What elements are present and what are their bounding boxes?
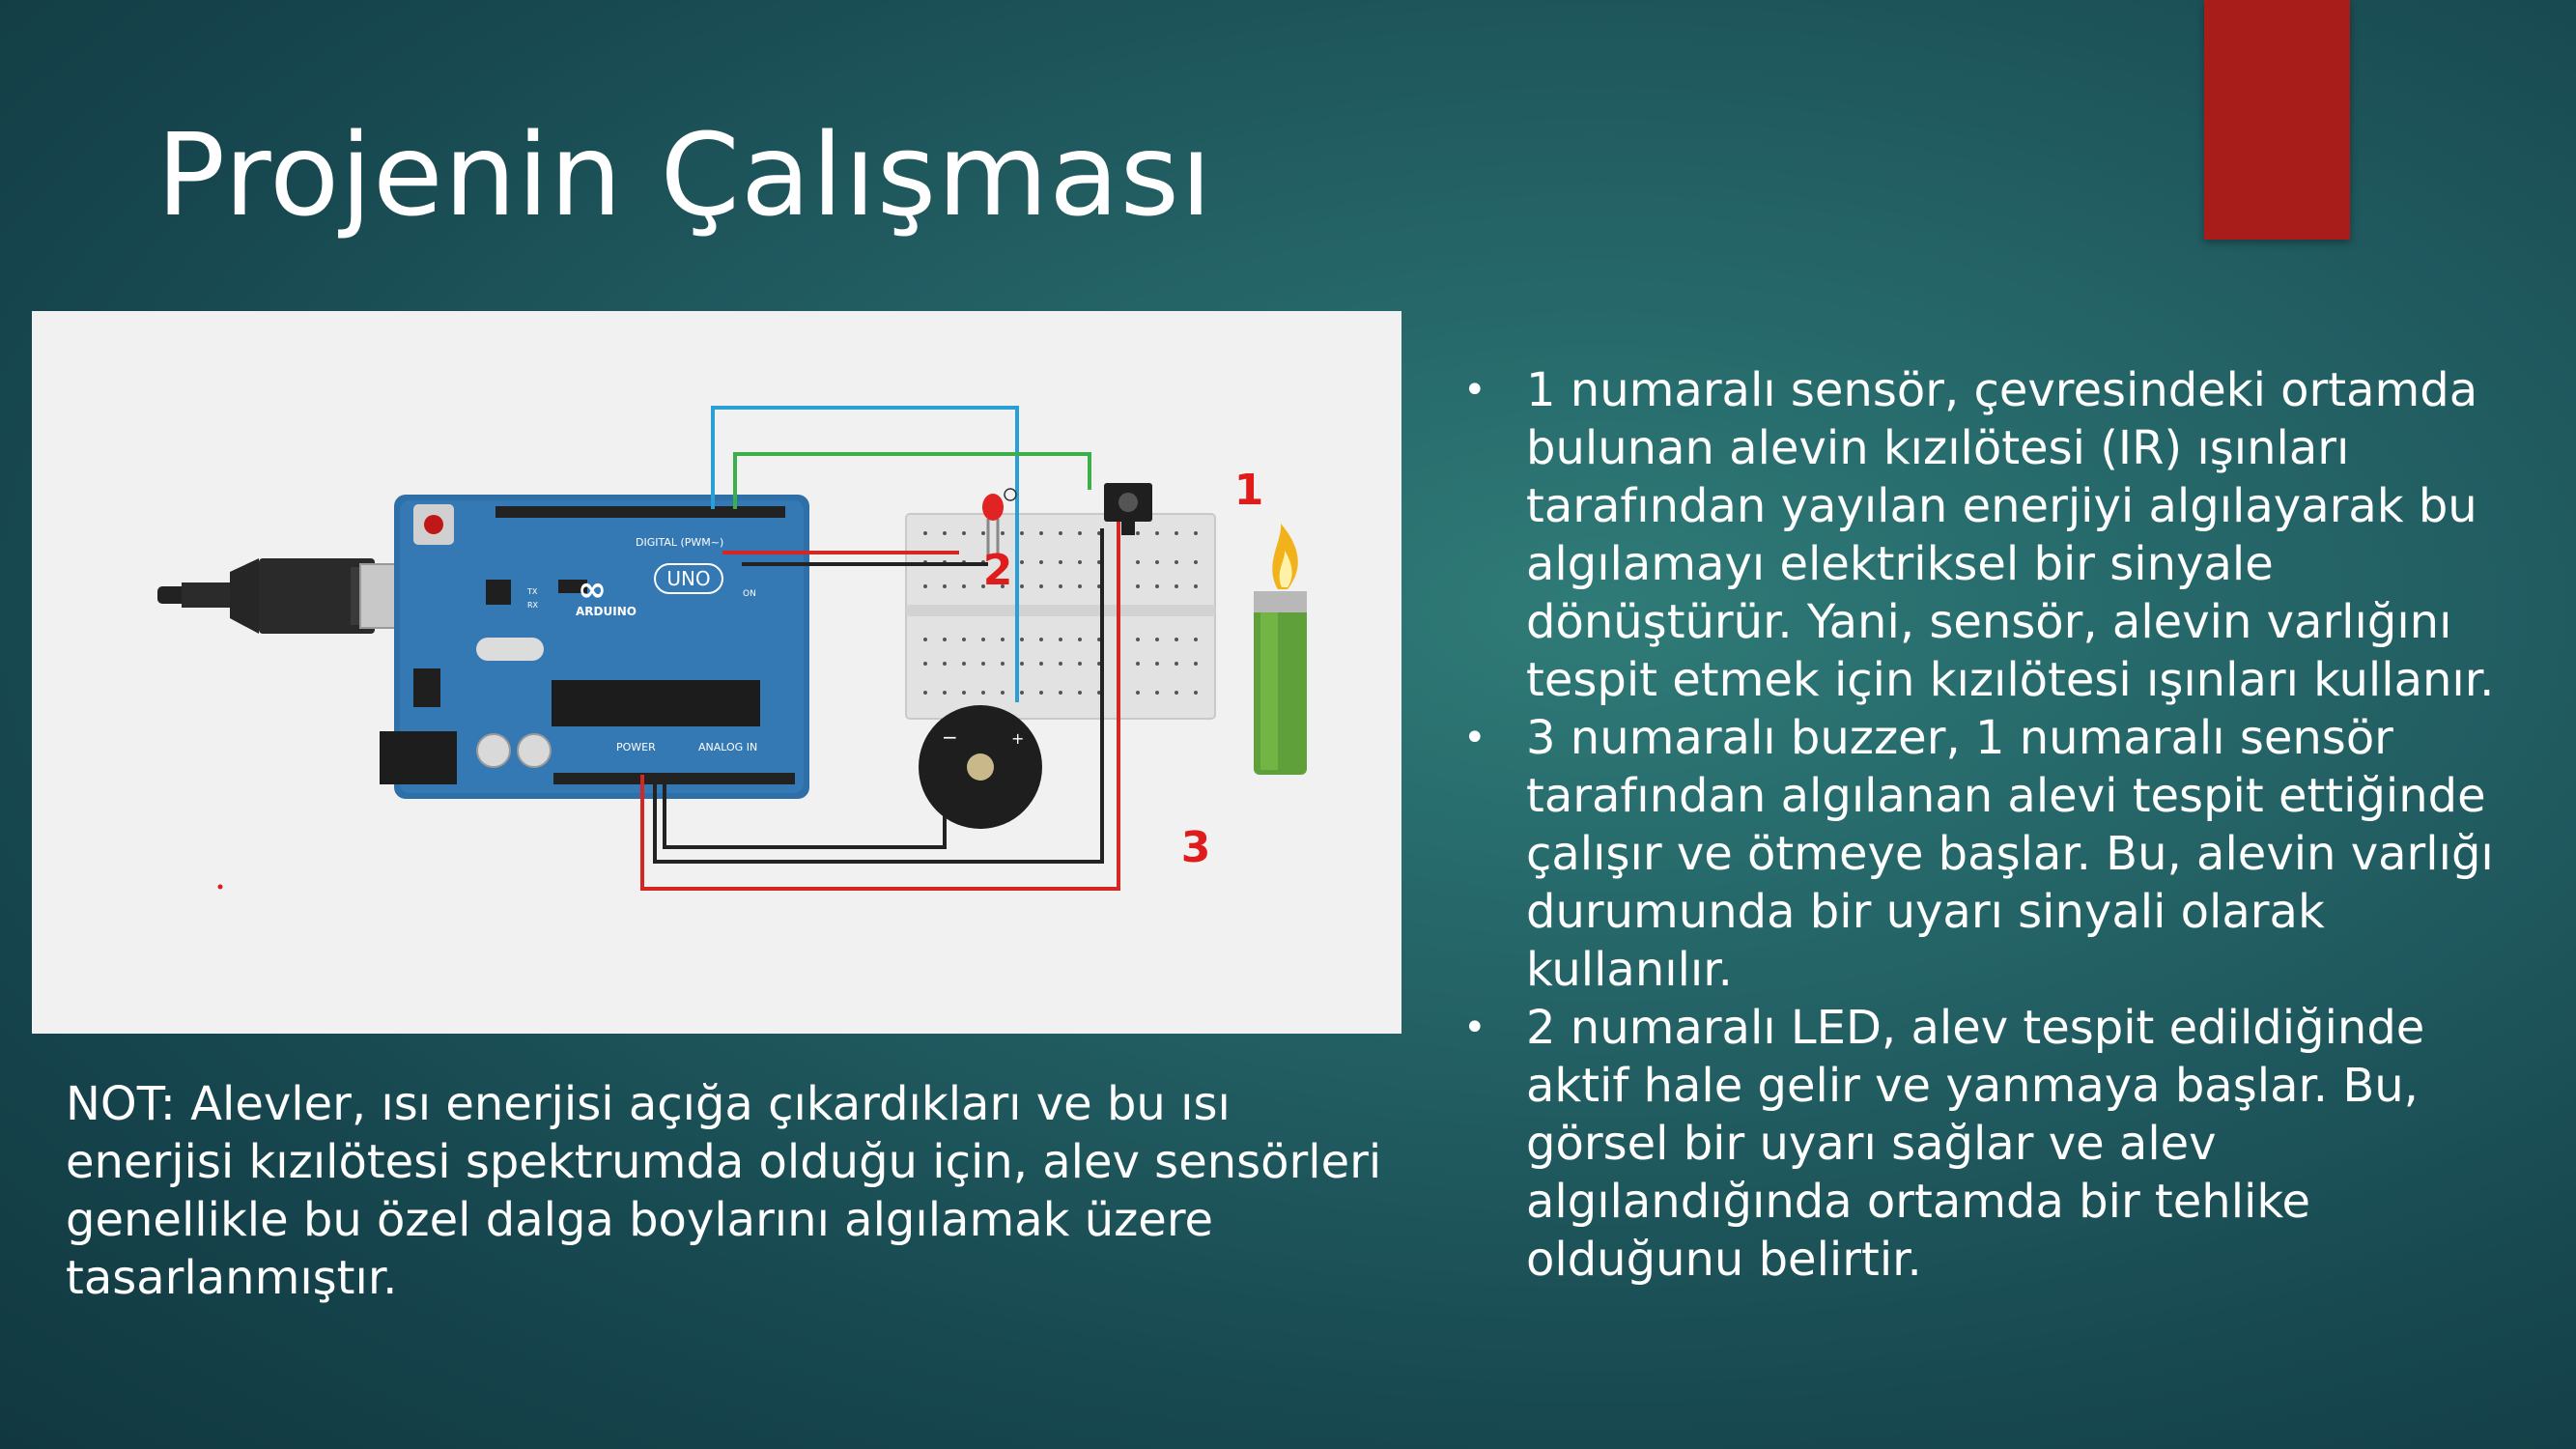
buzzer-label: 3	[1181, 823, 1211, 872]
header-analog-label: ANALOG IN	[698, 741, 757, 753]
circuit-diagram: ∞ ARDUINO UNO DIGITAL (PWM~) POWER ANALO…	[157, 406, 1307, 891]
bullet-list: • 1 numaralı sensör, çevresindeki ortamd…	[1463, 361, 2526, 1289]
bullet-marker: •	[1463, 368, 1486, 412]
breadboard	[905, 513, 1216, 720]
note-text: NOT: Alevler, ısı enerjisi açığa çıkardı…	[66, 1077, 1382, 1305]
slide-title: Projenin Çalışması	[156, 108, 1213, 242]
bullet-text: 3 numaralı buzzer, 1 numaralı sensör tar…	[1526, 711, 2494, 997]
header-power-label: POWER	[616, 741, 656, 753]
bullet-marker: •	[1463, 1006, 1486, 1050]
buzzer: − +	[919, 705, 1042, 829]
bullet-text: 2 numaralı LED, alev tespit edildiğinde …	[1526, 1001, 2425, 1287]
arduino-board: ∞ ARDUINO UNO DIGITAL (PWM~) POWER ANALO…	[380, 495, 809, 799]
tx-label: TX	[526, 587, 538, 596]
rx-label: RX	[527, 601, 539, 610]
circuit-figure: ∞ ARDUINO UNO DIGITAL (PWM~) POWER ANALO…	[32, 311, 1401, 1034]
sensor-label: 1	[1234, 466, 1264, 515]
svg-text:+: +	[1011, 729, 1024, 748]
accent-bar	[2204, 0, 2350, 240]
board-logo: ARDUINO	[576, 605, 637, 618]
lighter	[1254, 524, 1307, 775]
led	[982, 488, 1017, 557]
led-label: 2	[983, 546, 1013, 595]
board-model: UNO	[666, 567, 710, 590]
arduino-infinity-logo: ∞	[578, 570, 607, 610]
bullet-item: • 3 numaralı buzzer, 1 numaralı sensör t…	[1463, 709, 2526, 999]
stray-dot	[217, 884, 223, 890]
bullet-marker: •	[1463, 716, 1486, 760]
flame-sensor	[1104, 483, 1152, 535]
header-digital-label: DIGITAL (PWM~)	[636, 536, 723, 549]
bullet-item: • 2 numaralı LED, alev tespit edildiğind…	[1463, 999, 2526, 1289]
on-label: ON	[743, 589, 756, 599]
bullet-text: 1 numaralı sensör, çevresindeki ortamda …	[1526, 363, 2495, 707]
bullet-item: • 1 numaralı sensör, çevresindeki ortamd…	[1463, 361, 2526, 709]
svg-text:−: −	[942, 725, 958, 749]
